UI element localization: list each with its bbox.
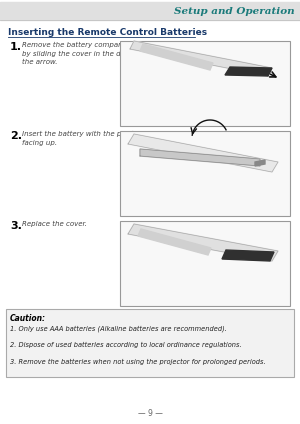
Bar [0, 2, 300, 20]
Text: 3. Remove the batteries when not using the projector for prolonged periods.: 3. Remove the batteries when not using t… [10, 359, 266, 365]
Text: — 9 —: — 9 — [138, 410, 162, 418]
Text: Insert the battery with the positive side
facing up.: Insert the battery with the positive sid… [22, 131, 161, 145]
Polygon shape [138, 229, 211, 255]
Text: 2. Dispose of used batteries according to local ordinance regulations.: 2. Dispose of used batteries according t… [10, 342, 242, 348]
Polygon shape [128, 134, 278, 172]
Text: Caution:: Caution: [10, 314, 46, 323]
Bar [120, 131, 290, 216]
Text: Replace the cover.: Replace the cover. [22, 221, 87, 227]
Polygon shape [130, 41, 272, 76]
Text: 1. Only use AAA batteries (Alkaline batteries are recommended).: 1. Only use AAA batteries (Alkaline batt… [10, 325, 227, 332]
Text: Inserting the Remote Control Batteries: Inserting the Remote Control Batteries [8, 28, 207, 37]
Text: 1.: 1. [10, 42, 22, 52]
Text: Setup and Operation: Setup and Operation [174, 6, 295, 16]
Text: 3.: 3. [10, 221, 22, 231]
Polygon shape [255, 160, 265, 166]
Polygon shape [128, 224, 278, 261]
Polygon shape [222, 250, 274, 261]
Polygon shape [140, 149, 260, 166]
Text: Remove the battery compartment cover
by sliding the cover in the direction of
th: Remove the battery compartment cover by … [22, 42, 164, 65]
Polygon shape [140, 44, 213, 70]
Polygon shape [225, 67, 272, 76]
Bar [120, 221, 290, 306]
Bar [6, 309, 294, 377]
Text: 2.: 2. [10, 131, 22, 141]
Bar [120, 41, 290, 126]
